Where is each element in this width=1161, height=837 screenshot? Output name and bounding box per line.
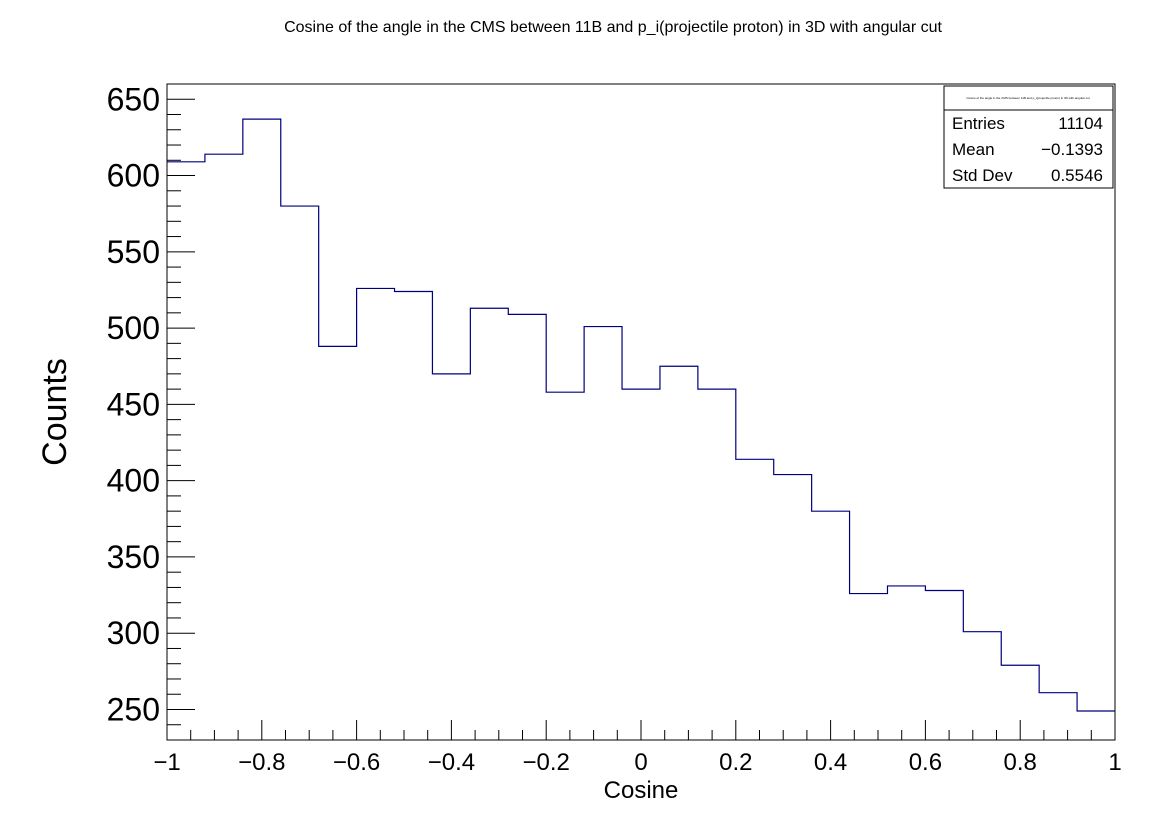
stats-mean-value: −0.1393 [1041,140,1103,159]
y-tick-label-550: 550 [107,234,160,270]
y-tick-label-300: 300 [107,615,160,651]
x-tick-label-3: −0.4 [428,749,475,776]
x-tick-label-10: 1 [1108,749,1121,776]
y-axis-major-ticks [167,98,195,710]
chart-title: Cosine of the angle in the CMS between 1… [284,19,942,36]
x-axis-minor-ticks [190,730,1092,740]
y-tick-label-600: 600 [107,158,160,194]
y-tick-label-650: 650 [107,81,160,117]
x-tick-label-5: 0 [634,749,647,776]
y-tick-label-500: 500 [107,310,160,346]
x-tick-label-2: −0.6 [333,749,380,776]
stats-entries-label: Entries [952,114,1005,133]
x-axis-tick-labels: −1 −0.8 −0.6 −0.4 −0.2 0 0.2 0.4 0.6 0.8 1 [153,749,1121,776]
x-tick-label-4: −0.2 [523,749,570,776]
plot-frame [166,83,1116,741]
y-tick-label-400: 400 [107,463,160,499]
stats-stddev-value: 0.5546 [1051,166,1103,185]
y-axis-minor-ticks [167,83,181,741]
x-tick-label-7: 0.4 [814,749,847,776]
y-tick-label-450: 450 [107,386,160,422]
x-tick-label-0: −1 [153,749,180,776]
y-tick-label-250: 250 [107,691,160,727]
histogram-series-line [167,118,1115,712]
stats-mean-label: Mean [952,140,995,159]
x-tick-label-6: 0.2 [719,749,752,776]
y-tick-label-350: 350 [107,539,160,575]
x-tick-label-8: 0.6 [909,749,942,776]
x-tick-label-9: 0.8 [1004,749,1037,776]
x-tick-label-1: −0.8 [238,749,285,776]
y-axis-tick-labels: 250 300 350 400 450 500 550 600 650 [107,81,160,727]
stats-box: Cosine of the angle in the CMS between 1… [943,85,1114,189]
x-axis-label: Cosine [604,777,679,804]
stats-entries-value: 11104 [1058,114,1103,133]
stats-stddev-label: Std Dev [952,166,1013,185]
y-axis-label: Counts [36,358,74,466]
stats-box-frame [943,85,1114,189]
stats-box-title: Cosine of the angle in the CMS between 1… [966,96,1090,100]
